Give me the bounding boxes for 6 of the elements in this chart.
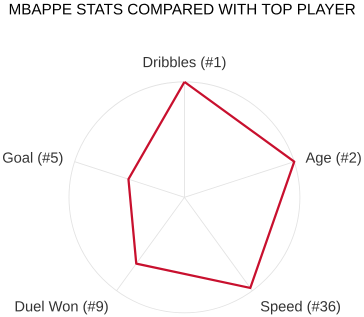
spoke-label: Duel Won (#9) — [16, 300, 108, 315]
spoke-label: Goal (#5) — [3, 152, 62, 166]
spoke-label: Age (#2) — [306, 152, 361, 166]
spoke-label: Speed (#36) — [260, 300, 340, 315]
chart-title: MBAPPE STATS COMPARED WITH TOP PLAYER — [10, 4, 356, 15]
spoke-label: Dribbles (#1) — [144, 56, 226, 70]
